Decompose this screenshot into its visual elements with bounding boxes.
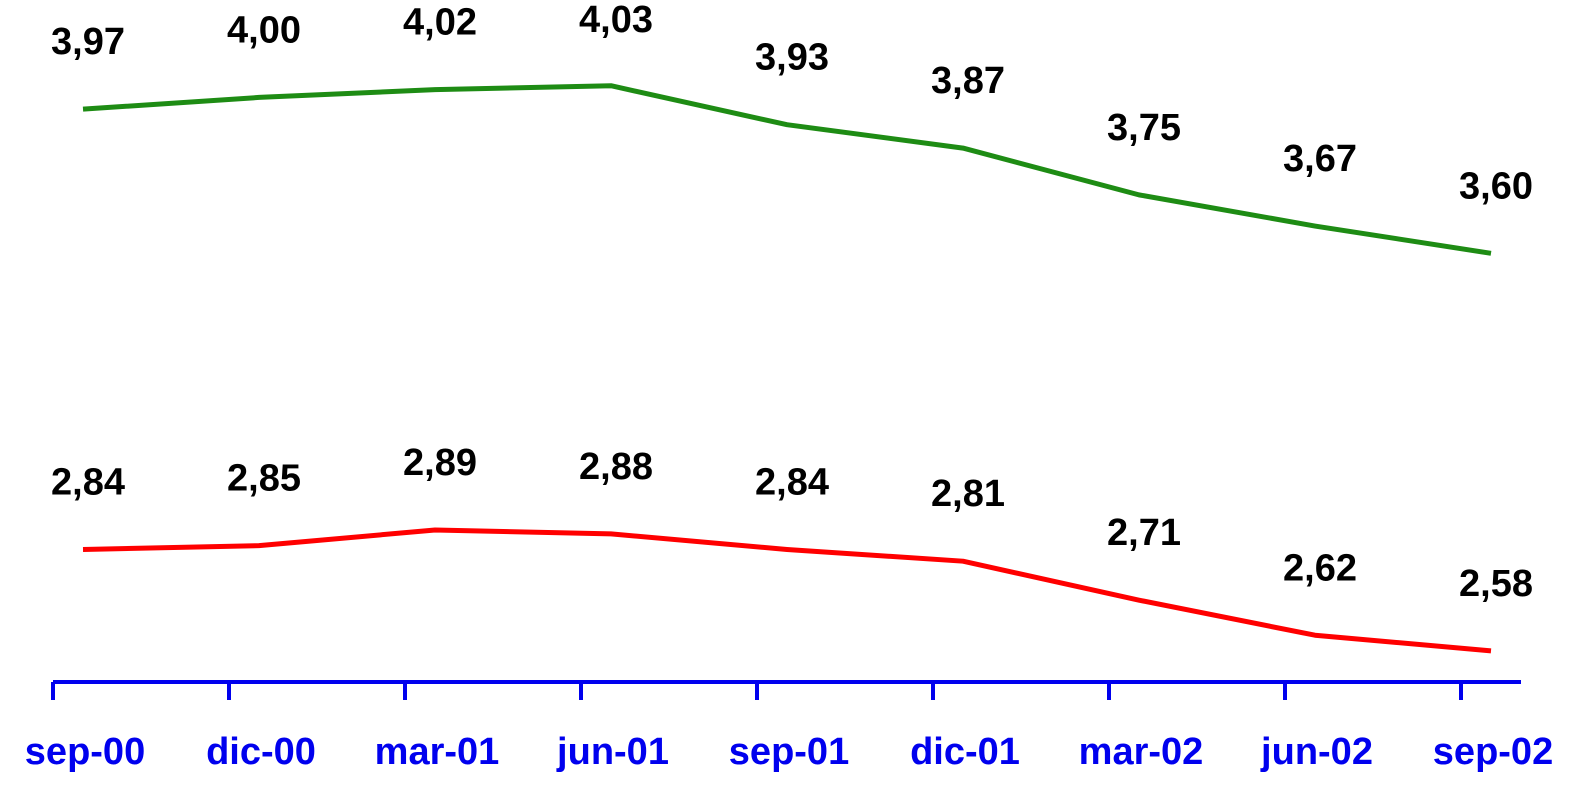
x-tick-label: jun-02 (1260, 731, 1373, 773)
data-label: 3,60 (1459, 165, 1533, 207)
data-label: 3,87 (931, 60, 1005, 102)
data-label: 4,03 (579, 0, 653, 41)
x-tick-label: sep-00 (25, 731, 145, 773)
data-label: 2,71 (1107, 512, 1181, 554)
data-label: 3,75 (1107, 107, 1181, 149)
x-tick-label: dic-01 (910, 731, 1020, 773)
data-label: 3,67 (1283, 138, 1357, 180)
data-label: 2,84 (755, 462, 829, 504)
data-label: 3,97 (51, 21, 125, 63)
x-tick-label: mar-01 (375, 731, 500, 773)
x-tick-label: sep-02 (1433, 731, 1553, 773)
data-label: 2,58 (1459, 563, 1533, 605)
data-label: 2,85 (227, 458, 301, 500)
data-label: 4,02 (403, 2, 477, 44)
data-label: 3,93 (755, 37, 829, 79)
x-tick-label: jun-01 (556, 731, 669, 773)
data-label: 2,88 (579, 446, 653, 488)
x-tick-label: mar-02 (1079, 731, 1204, 773)
x-tick-label: dic-00 (206, 731, 316, 773)
line (82, 527, 1492, 654)
line (82, 83, 1492, 256)
data-label: 2,84 (51, 462, 125, 504)
data-label: 2,81 (931, 473, 1005, 515)
data-label: 4,00 (227, 9, 301, 51)
x-tick-label: sep-01 (729, 731, 849, 773)
data-label: 2,89 (403, 442, 477, 484)
data-label: 2,62 (1283, 547, 1357, 589)
